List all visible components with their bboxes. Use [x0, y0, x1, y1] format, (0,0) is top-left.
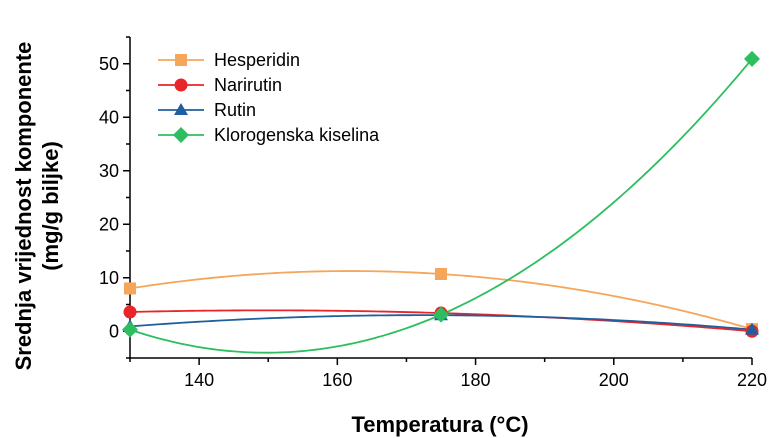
x-tick-label: 220 [737, 370, 767, 390]
legend-marker-0 [175, 54, 187, 66]
x-tick-label: 200 [599, 370, 629, 390]
y-tick-label: 0 [109, 321, 119, 341]
legend: Hesperidin Narirutin Rutin Klorogenska kise… [158, 50, 380, 145]
legend-label-2: Rutin [214, 100, 256, 120]
x-axis-title: Temperatura (°C) [351, 412, 528, 437]
series-layer [122, 50, 760, 354]
series-3-point [122, 321, 138, 338]
series-1-point [123, 305, 137, 319]
y-tick-label: 10 [99, 268, 119, 288]
x-tick-label: 180 [461, 370, 491, 390]
y-tick-label: 20 [99, 214, 119, 234]
y-tick-label: 30 [99, 161, 119, 181]
y-tick-label: 40 [99, 107, 119, 127]
legend-label-1: Narirutin [214, 75, 282, 95]
y-axis-title-line1: Srednja vrijednost komponente [11, 42, 36, 371]
x-tick-label: 160 [322, 370, 352, 390]
series-2-point [745, 322, 759, 335]
series-0-point [435, 268, 447, 281]
y-tick-label: 50 [99, 54, 119, 74]
legend-label-3: Klorogenska kiselina [214, 125, 380, 145]
series-3-point [744, 50, 760, 67]
legend-label-0: Hesperidin [214, 50, 300, 70]
y-axis-title-line2: (mg/g biljke) [38, 141, 63, 271]
ticks: 140 160 180 200 220 0 10 20 30 40 50 [99, 36, 767, 390]
legend-marker-3 [173, 127, 189, 143]
series-3-point [433, 306, 449, 323]
series-0-point [124, 282, 136, 295]
legend-marker-2 [174, 103, 188, 115]
legend-marker-1 [174, 78, 188, 92]
x-tick-label: 140 [184, 370, 214, 390]
